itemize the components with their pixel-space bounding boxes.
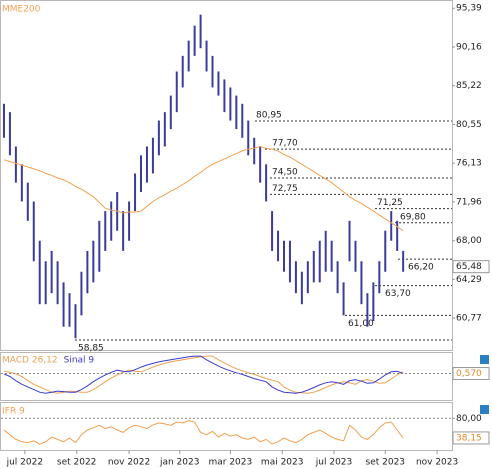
y-tick-label: 60,77 xyxy=(456,313,482,323)
x-tick-label: jan 2023 xyxy=(159,458,200,468)
level-label: 74,50 xyxy=(272,168,298,178)
value-box xyxy=(452,260,490,274)
series-line xyxy=(3,355,404,394)
series-name: MACD 26,12 xyxy=(2,356,58,366)
x-tick-label: set 2023 xyxy=(366,458,406,468)
series-name: IFR 9 xyxy=(2,407,25,417)
series-line xyxy=(3,145,404,232)
series-name: MME200 xyxy=(2,5,41,15)
value-box-label: 0,570 xyxy=(456,369,482,379)
x-tick-label: jul 2023 xyxy=(315,458,352,468)
x-tick-label: mai 2023 xyxy=(261,458,304,468)
price-panel xyxy=(0,0,453,351)
y-tick-label: 80,00 xyxy=(456,414,482,424)
level-label: 80,95 xyxy=(256,110,282,120)
x-tick-label: nov 2023 xyxy=(416,458,458,468)
level-label: 58,85 xyxy=(78,344,104,354)
y-tick-label: 76,13 xyxy=(456,159,482,169)
x-tick-label: set 2022 xyxy=(57,458,97,468)
series-line xyxy=(3,420,404,445)
level-label: 72,75 xyxy=(272,184,298,194)
y-tick-label: 95,39 xyxy=(456,4,482,14)
value-box-label: 38,15 xyxy=(456,433,482,443)
level-label: 61,00 xyxy=(348,319,374,329)
value-box xyxy=(452,431,490,445)
panel-icon[interactable] xyxy=(480,355,489,364)
series-line xyxy=(3,355,404,394)
value-box xyxy=(452,367,490,381)
y-tick-label: 71,96 xyxy=(456,197,482,207)
panel-icon[interactable] xyxy=(480,405,489,414)
level-label: 71,25 xyxy=(377,198,403,208)
ifr-panel xyxy=(0,402,453,451)
level-label: 63,70 xyxy=(385,289,411,299)
y-tick-label: 85,22 xyxy=(456,81,482,91)
value-box-label: 65,48 xyxy=(456,262,482,272)
x-tick-label: mar 2023 xyxy=(208,458,252,468)
y-tick-label: 68,00 xyxy=(456,236,482,246)
x-tick-label: jul 2022 xyxy=(6,458,43,468)
level-label: 69,80 xyxy=(400,212,426,222)
series-name: Sinal 9 xyxy=(64,356,95,366)
x-tick-label: nov 2022 xyxy=(108,458,150,468)
y-tick-label: 80,55 xyxy=(456,120,482,130)
level-label: 77,70 xyxy=(272,139,298,149)
y-tick-label: 64,29 xyxy=(456,275,482,285)
level-label: 66,20 xyxy=(408,263,434,273)
y-tick-label: 90,16 xyxy=(456,42,482,52)
